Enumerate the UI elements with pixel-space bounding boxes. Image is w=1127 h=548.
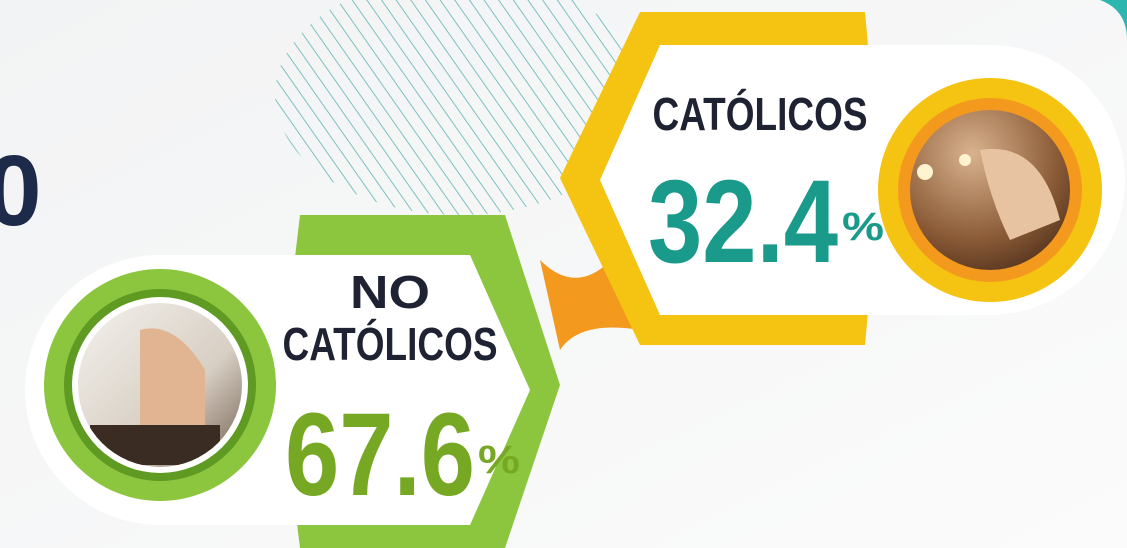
item-label: NO: [350, 266, 430, 318]
cropped-title: 0: [0, 135, 42, 247]
item-label: CATÓLICOS: [283, 318, 498, 370]
corner-decoration: [1100, 0, 1127, 40]
photo-no-catolicos: [78, 303, 242, 467]
hatch-decoration: [275, 0, 645, 215]
item-label: CATÓLICOS: [653, 88, 868, 140]
item-unit: %: [478, 438, 520, 482]
item-value: 67.6: [285, 389, 475, 521]
photo-catolicos: [910, 110, 1070, 270]
item-unit: %: [842, 205, 884, 249]
item-value: 32.4: [648, 156, 838, 288]
